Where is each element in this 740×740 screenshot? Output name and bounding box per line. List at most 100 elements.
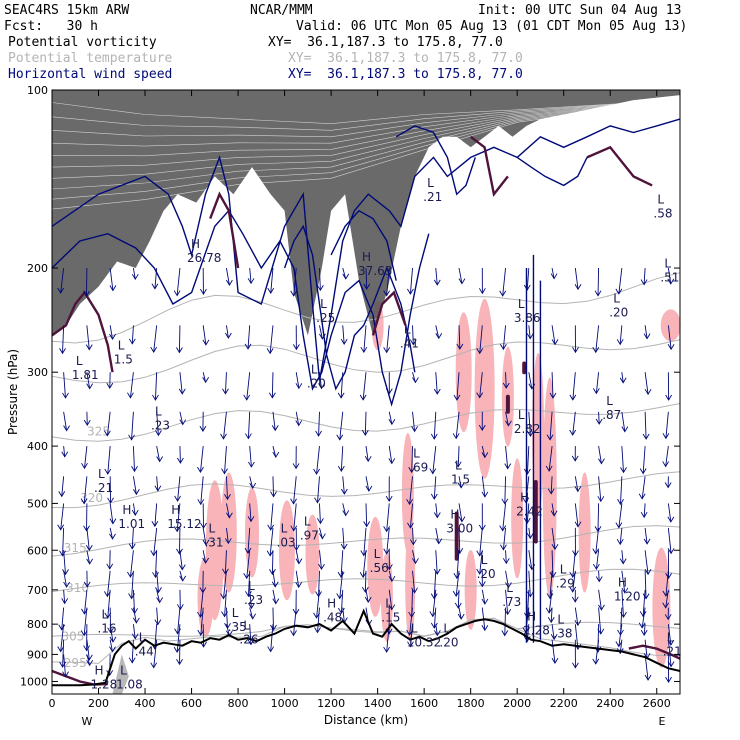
wind-vector-82 (179, 570, 184, 582)
wind-vector-125 (249, 624, 252, 645)
wind-vector-336 (641, 476, 646, 499)
extremum-value-5: 1.01 (118, 517, 145, 531)
extremum-value-31: 3.00 (446, 522, 473, 536)
wind-vector-67 (155, 550, 158, 578)
wind-vector-281 (551, 503, 555, 516)
wind-vector-356 (665, 589, 669, 608)
wind-vector-10 (63, 589, 66, 604)
wind-vector-162 (317, 607, 320, 633)
wind-arrowhead-212 (407, 641, 414, 648)
extremum-value-6: 15.12 (167, 517, 201, 531)
wind-vector-187 (386, 268, 390, 296)
wind-vector-104 (224, 446, 227, 474)
wind-arrowhead-118 (249, 482, 257, 489)
wind-vector-124 (249, 607, 254, 619)
wind-arrowhead-0 (57, 287, 65, 294)
wind-vector-84 (177, 607, 181, 634)
wind-arrowhead-202 (412, 377, 419, 384)
y-axis-label: Pressure (hPa) (6, 349, 20, 435)
wind-vector-219 (435, 503, 438, 518)
extremum-kind-26: L (518, 408, 525, 422)
wind-vector-169 (342, 503, 347, 516)
wind-vector-91 (200, 446, 204, 473)
wind-arrowhead-214 (435, 333, 443, 340)
wind-vector-355 (665, 570, 669, 597)
wind-vector-33 (106, 411, 111, 436)
wind-arrowhead-359 (667, 661, 675, 668)
wind-vector-68 (156, 570, 159, 593)
extremum-value-13: .26 (239, 633, 258, 647)
wind-arrowhead-218 (430, 493, 438, 500)
wind-vector-283 (551, 550, 554, 578)
wind-arrowhead-350 (662, 461, 670, 468)
wind-vector-144 (293, 476, 297, 504)
extremum-kind-14: H (327, 596, 336, 610)
field-name-theta: Potential temperature (8, 51, 173, 66)
wind-arrowhead-285 (545, 607, 553, 614)
wind-vector-263 (528, 325, 531, 339)
extremum-kind-1: L (118, 338, 125, 352)
wind-arrowhead-60 (150, 346, 158, 353)
wind-arrowhead-43 (109, 646, 116, 653)
wind-arrowhead-19 (81, 462, 88, 470)
wind-vector-88 (202, 325, 207, 345)
extremum-kind-11: L (248, 579, 255, 593)
wind-arrowhead-217 (429, 468, 437, 475)
wind-vector-278 (549, 411, 553, 440)
wind-vector-148 (295, 570, 300, 588)
y-tick-label-7: 800 (27, 618, 48, 631)
extremum-kind-36: L (411, 622, 418, 636)
wind-vector-255 (504, 476, 507, 504)
wind-arrowhead-154 (315, 430, 322, 437)
x-tick-label-8: 1600 (410, 697, 438, 710)
field-xy-theta: XY= 36.1,187.3 to 175.8, 77.0 (288, 51, 523, 66)
wind-arrowhead-163 (342, 273, 350, 280)
extremum-value-28: .69 (409, 461, 428, 475)
wind-vector-116 (247, 411, 251, 439)
wind-arrowhead-167 (337, 465, 345, 472)
wind-arrowhead-59 (151, 283, 159, 290)
wind-vector-307 (598, 446, 602, 464)
wind-vector-12 (60, 624, 65, 652)
wind-arrowhead-10 (61, 598, 69, 605)
wind-arrowhead-318 (616, 339, 624, 346)
wind-arrowhead-307 (598, 458, 605, 465)
wind-vector-282 (551, 527, 556, 550)
wind-arrowhead-316 (592, 658, 600, 665)
wind-vector-234 (456, 550, 460, 579)
x-tick-label-2: 400 (135, 697, 156, 710)
pv-fill-13 (542, 377, 557, 598)
wind-vector-59 (154, 268, 158, 289)
wind-arrowhead-49 (131, 466, 138, 473)
wind-vector-286 (550, 607, 553, 623)
wind-vector-333 (644, 372, 649, 395)
wind-vector-176 (363, 325, 367, 353)
wind-arrowhead-353 (667, 548, 675, 555)
y-tick-label-3: 400 (27, 440, 48, 453)
upper-contour-line-6 (51, 99, 681, 179)
wind-arrowhead-194 (383, 548, 391, 555)
wind-vector-291 (572, 372, 576, 400)
x-tick-label-6: 1200 (317, 697, 345, 710)
extremum-value-8: .03 (277, 535, 296, 549)
wind-vector-167 (340, 446, 344, 472)
extremum-kind-0: H (191, 237, 200, 251)
wind-vector-320 (621, 411, 626, 432)
wind-arrowhead-227 (456, 343, 464, 350)
wind-vector-13 (62, 639, 65, 668)
plot-frame (51, 89, 681, 695)
wind-vector-114 (247, 325, 251, 349)
wind-vector-142 (295, 411, 300, 426)
wind-vector-240 (479, 372, 483, 398)
extremum-value-25: 3.86 (514, 311, 541, 325)
wind-vector-223 (432, 589, 437, 617)
wind-vector-102 (224, 372, 227, 394)
wind-arrowhead-203 (411, 426, 419, 433)
theta-line-4 (51, 617, 681, 637)
wind-vector-119 (249, 503, 252, 522)
wind-arrowhead-138 (267, 646, 275, 653)
wind-arrowhead-258 (502, 558, 510, 565)
wind-arrowhead-62 (155, 430, 162, 437)
extremum-value-33: .29 (556, 577, 575, 591)
wind-arrowhead-268 (523, 517, 531, 525)
